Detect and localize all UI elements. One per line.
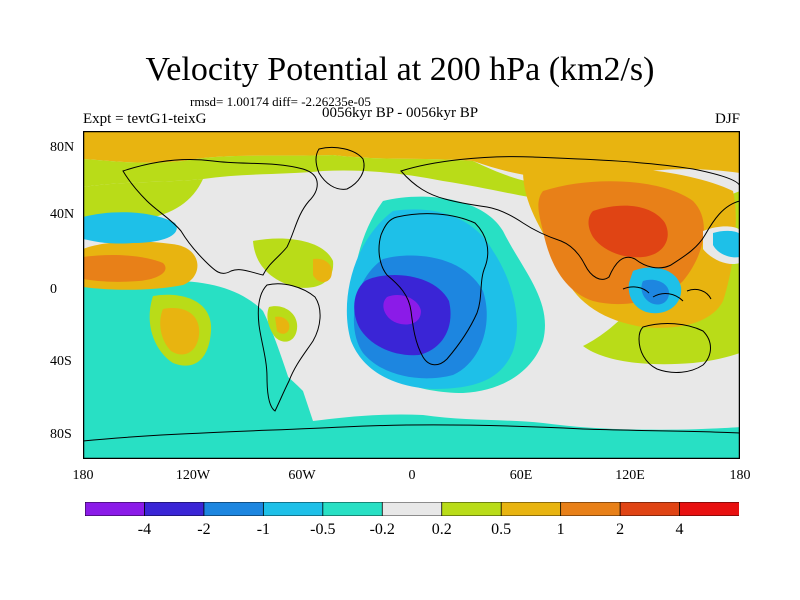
colorbar-swatch	[381, 502, 443, 516]
contour-pos05-epac-blob	[160, 308, 200, 355]
period-label: 0056kyr BP - 0056kyr BP	[322, 105, 479, 121]
colorbar-swatch	[560, 502, 621, 516]
contour-pos1-npac	[83, 255, 166, 282]
contour-neg05-nepac	[713, 230, 740, 258]
colorbar-swatch	[144, 502, 205, 516]
lat-tick-label: 40N	[50, 207, 75, 222]
colorbar-label: 1	[556, 521, 565, 538]
colorbar-swatch	[441, 502, 503, 516]
season-label: DJF	[714, 111, 740, 127]
chart-title: Velocity Potential at 200 hPa (km2/s)	[145, 51, 655, 88]
lon-tick-label: 180	[72, 468, 94, 483]
contour-pos2-asia	[588, 205, 668, 258]
colorbar-swatch	[322, 502, 384, 516]
contour-neg1-maritime	[641, 279, 669, 305]
colorbar	[85, 502, 739, 516]
colorbar-label: -0.5	[310, 521, 336, 538]
colorbar-label: -4	[137, 521, 152, 538]
colorbar-swatch	[262, 502, 324, 516]
coastline-greenland	[315, 146, 365, 190]
contour-pos05-samerica	[275, 316, 290, 334]
colorbar-swatch	[203, 502, 265, 516]
colorbar-swatch	[679, 502, 739, 516]
colorbar-label: 0.2	[431, 521, 452, 538]
colorbar-label: 2	[616, 521, 625, 538]
contour-pos02-northband	[83, 155, 553, 201]
colorbar-label: -2	[197, 521, 211, 538]
lon-tick-label: 60E	[509, 468, 533, 483]
lon-tick-label: 60W	[288, 468, 316, 483]
coastline-maritime-islands	[622, 286, 712, 302]
coastline-north-america	[122, 159, 318, 276]
lon-tick-label: 120E	[615, 468, 645, 483]
velocity-potential-map	[83, 131, 740, 459]
stats-line: rmsd= 1.00174 diff= -2.26235e-05	[190, 94, 371, 109]
contour-pos05-atlantic-small	[313, 258, 332, 283]
lat-tick-label: 80N	[50, 140, 75, 155]
coastline-south-america	[257, 283, 321, 412]
contour-pos02-atlantic	[253, 238, 334, 288]
contour-neg05-npac	[83, 212, 177, 244]
colorbar-label: -1	[256, 521, 271, 538]
lat-tick-label: 40S	[50, 354, 72, 369]
colorbar-swatch	[619, 502, 681, 516]
lat-tick-label: 0	[50, 282, 57, 297]
colorbar-swatch	[85, 502, 146, 516]
coastline-australia	[638, 323, 711, 373]
coastline-antarctica	[83, 424, 740, 442]
contour-neg02-antarctic	[83, 431, 740, 459]
colorbar-swatch	[500, 502, 562, 516]
contour-zero-southeast	[553, 351, 740, 430]
lon-tick-label: 0	[408, 468, 416, 483]
lon-tick-label: 120W	[175, 468, 211, 483]
lat-tick-label: 80S	[50, 427, 72, 442]
experiment-label: Expt = tevtG1-teixG	[83, 111, 207, 127]
lon-tick-label: 180	[729, 468, 751, 483]
coastlines	[83, 146, 740, 442]
contour-pos02-westpac	[83, 179, 203, 223]
colorbar-label: -0.2	[369, 521, 395, 538]
colorbar-label: 0.5	[491, 521, 512, 538]
map-frame	[83, 131, 740, 459]
coastline-eurasia	[400, 156, 740, 280]
coastline-africa	[378, 213, 489, 366]
colorbar-label: 4	[675, 521, 684, 538]
